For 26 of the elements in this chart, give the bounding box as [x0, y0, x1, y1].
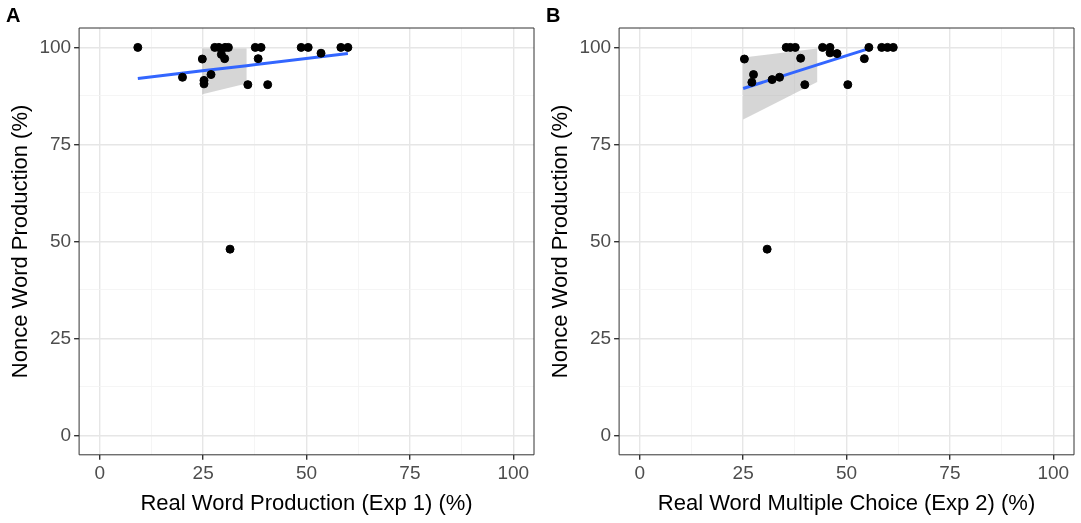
x-tick-label: 75: [399, 462, 421, 484]
x-tick-label: 50: [835, 462, 858, 484]
chart-title: B: [546, 3, 561, 26]
y-tick-label: 25: [49, 326, 72, 348]
y-tick-label: 0: [600, 423, 612, 445]
y-tick-label: 100: [39, 35, 72, 57]
y-tick-label: 100: [579, 35, 612, 57]
y-axis-title: Nonce Word Production (%): [7, 104, 33, 379]
x-tick-label: 100: [497, 462, 530, 484]
x-tick-label: 0: [94, 462, 106, 484]
x-axis-title: Real Word Multiple Choice (Exp 2) (%): [657, 489, 1036, 515]
x-tick-label: 25: [732, 462, 754, 484]
x-tick-label: 25: [192, 462, 214, 484]
y-tick-label: 25: [589, 326, 612, 348]
y-tick-label: 0: [60, 423, 72, 445]
chart-title: A: [6, 3, 21, 26]
x-axis-title: Real Word Production (Exp 1) (%): [140, 489, 473, 515]
y-tick-label: 75: [49, 132, 72, 154]
y-tick-label: 75: [589, 132, 612, 154]
y-axis-title: Nonce Word Production (%): [547, 104, 573, 379]
x-tick-label: 100: [1037, 462, 1070, 484]
y-tick-label: 50: [49, 229, 72, 251]
x-tick-label: 0: [634, 462, 646, 484]
y-tick-label: 50: [589, 229, 612, 251]
x-tick-label: 75: [939, 462, 961, 484]
x-tick-label: 50: [295, 462, 318, 484]
